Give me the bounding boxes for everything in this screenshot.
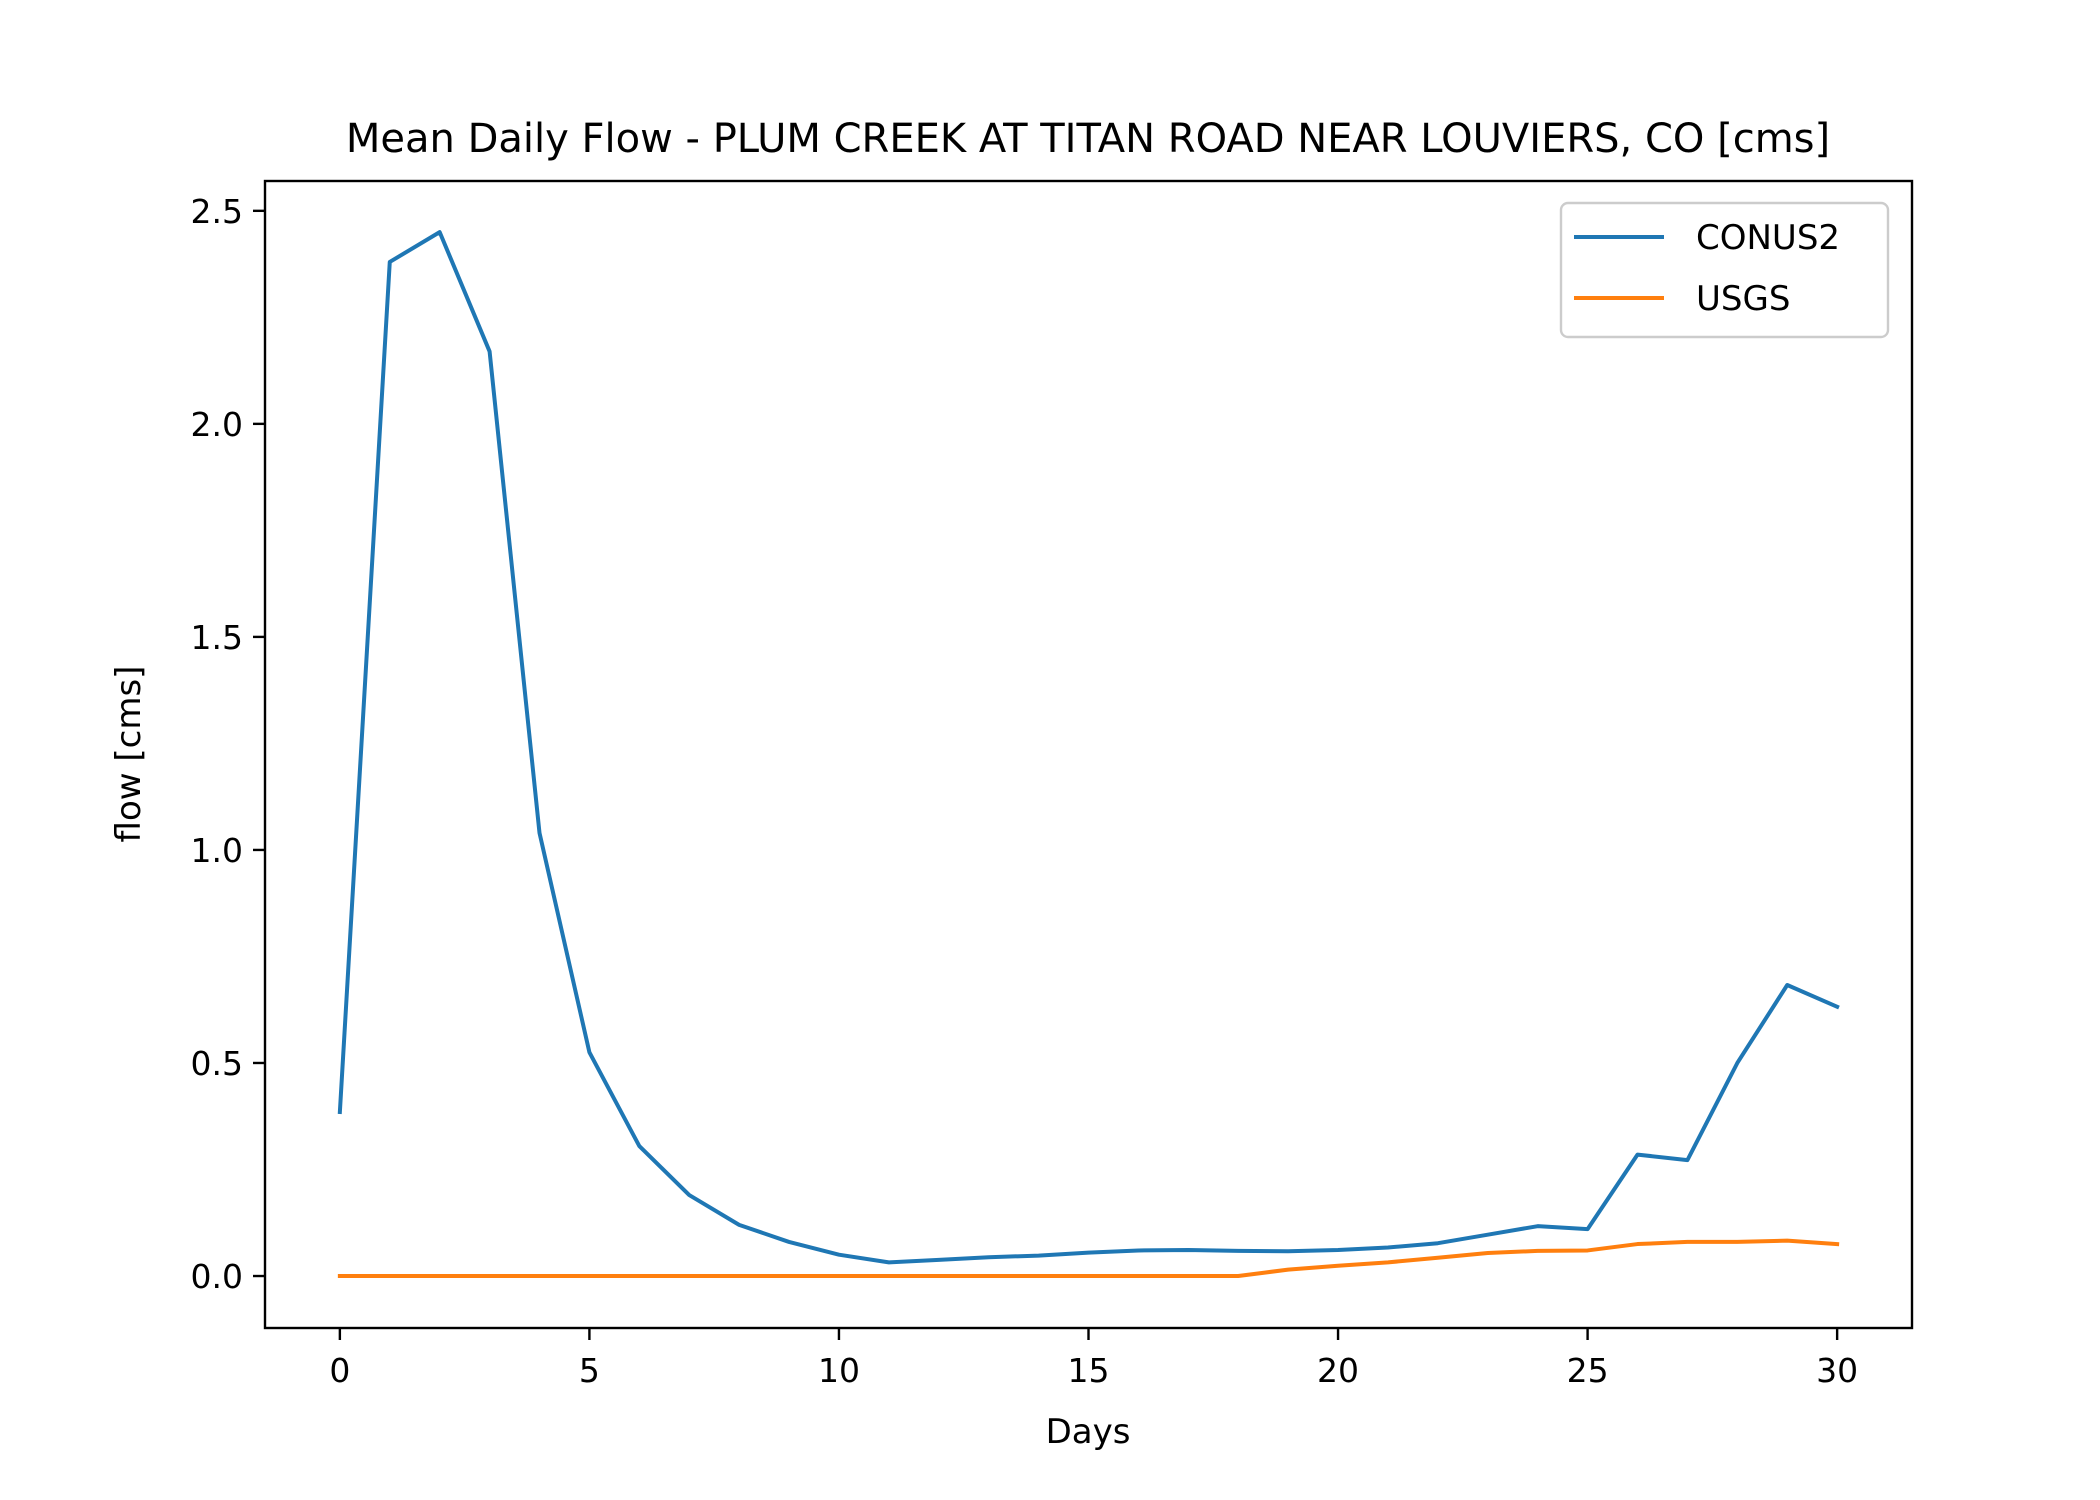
y-tick-label: 1.0	[191, 831, 243, 870]
y-axis-label: flow [cms]	[109, 666, 149, 843]
y-tick-label: 2.0	[191, 405, 243, 444]
y-tick-label: 0.0	[191, 1257, 243, 1296]
x-tick-label: 25	[1567, 1351, 1609, 1390]
x-axis: 0 5 10 15 20 25 30	[329, 1328, 1858, 1390]
series-line-usgs	[337, 1238, 1840, 1279]
y-tick-label: 0.5	[191, 1044, 243, 1083]
x-tick-label: 5	[579, 1351, 600, 1390]
x-tick-label: 15	[1068, 1351, 1110, 1390]
x-tick-label: 0	[329, 1351, 350, 1390]
y-tick-label: 1.5	[191, 618, 243, 657]
chart-title: Mean Daily Flow - PLUM CREEK AT TITAN RO…	[346, 116, 1830, 162]
y-tick-label: 2.5	[191, 192, 243, 231]
legend-label-usgs: USGS	[1696, 279, 1790, 319]
x-tick-label: 30	[1816, 1351, 1858, 1390]
plot-area	[337, 230, 1840, 1279]
x-tick-label: 10	[818, 1351, 860, 1390]
series-line-conus2	[337, 230, 1840, 1265]
x-axis-label: Days	[1046, 1412, 1131, 1452]
y-axis: 0.0 0.5 1.0 1.5 2.0 2.5	[191, 192, 265, 1296]
legend-label-conus2: CONUS2	[1696, 218, 1840, 258]
x-tick-label: 20	[1317, 1351, 1359, 1390]
legend: CONUS2 USGS	[1559, 201, 1890, 339]
